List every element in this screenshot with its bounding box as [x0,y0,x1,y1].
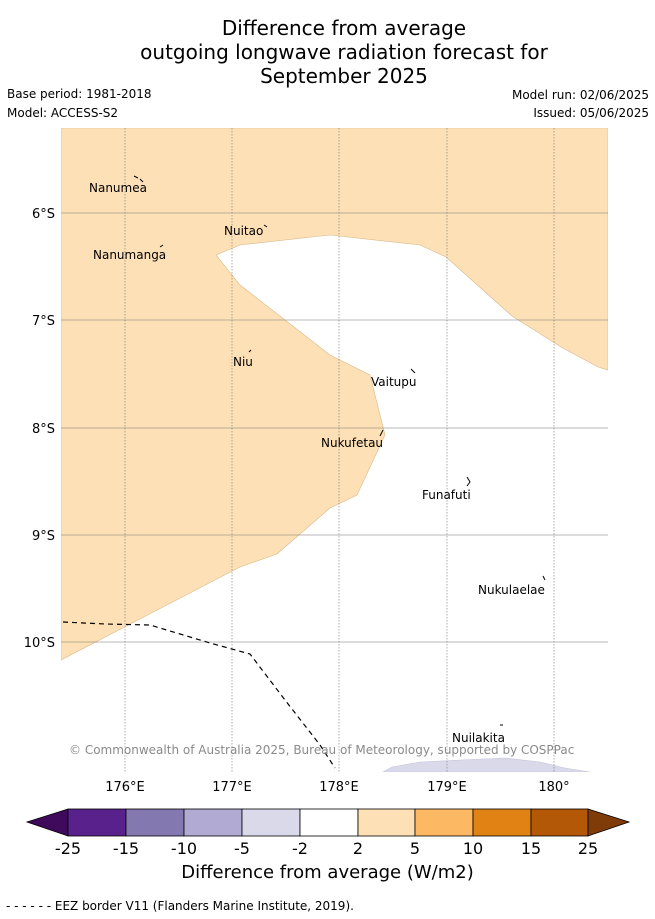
island-funafuti [466,476,471,487]
legend-tick-8: 10 [463,839,483,858]
legend-tick-4: -5 [234,839,250,858]
island-vaitupu [410,368,416,374]
colorbar-bin-5 [299,808,359,837]
colorbar-bin-2 [125,808,185,837]
colorbar-bin-6 [357,808,416,837]
colorbar-bin-4 [241,808,301,837]
legend-tick-7: 5 [410,839,420,858]
colorbar-bin-3 [183,808,243,837]
island-niu [248,349,252,353]
colorbar-min-extension [25,808,69,837]
model-name: Model: ACCESS-S2 [7,106,119,120]
positive-anomaly-region [61,128,608,661]
lon-label-178e: 178°E [319,780,359,795]
place-vaitupu: Vaitupu [371,375,417,389]
place-nanumea: Nanumea [89,181,147,195]
colorbar-bin-7 [414,808,474,837]
model-run: Model run: 02/06/2025 [511,88,649,102]
legend-tick-6: 2 [353,839,363,858]
lat-label-6s: 6°S [32,207,55,222]
colorbar [25,808,631,837]
island-nanumanga [159,244,164,248]
colorbar-bin-9 [530,808,589,837]
lon-label-176e: 176°E [105,780,145,795]
place-nuilakita: Nuilakita [452,731,505,745]
title-line-1: Difference from average [221,16,467,40]
eez-border [62,621,336,769]
place-nuitao: Nuitao [224,224,263,238]
lat-label-8s: 8°S [32,422,55,437]
lat-label-7s: 7°S [32,314,55,329]
colorbar-max-extension [587,808,631,837]
lon-label-179e: 179°E [427,780,467,795]
title-line-3: September 2025 [260,64,428,88]
place-niu: Niu [233,355,253,369]
island-nuitao [263,224,268,228]
legend-title: Difference from average (W/m2) [181,862,474,883]
place-nanumanga: Nanumanga [93,248,166,262]
legend-tick-3: -10 [171,839,197,858]
eez-border-note: - - - - - - EEZ border V11 (Flanders Mar… [6,899,354,913]
lat-label-9s: 9°S [32,529,55,544]
issued-date: Issued: 05/06/2025 [533,106,649,120]
lon-label-180: 180° [538,780,569,795]
map-title: Difference from average outgoing longwav… [0,16,655,88]
colorbar-bin-8 [472,808,532,837]
island-nukufetau [379,429,384,437]
legend-tick-1: -25 [55,839,81,858]
place-funafuti: Funafuti [422,488,471,502]
legend-tick-2: -15 [113,839,139,858]
place-nukulaelae: Nukulaelae [478,583,545,597]
lat-label-10s: 10°S [24,636,55,651]
lon-label-177e: 177°E [212,780,252,795]
legend-tick-9: 15 [521,839,541,858]
negative-anomaly-region [382,757,591,772]
legend-tick-5: -2 [292,839,308,858]
copyright-notice: © Commonwealth of Australia 2025, Bureau… [69,743,574,757]
base-period: Base period: 1981-2018 [7,87,152,101]
islands [133,175,546,726]
place-nukufetau: Nukufetau [321,436,383,450]
island-nukulaelae [542,575,546,581]
island-nanumea [133,175,144,183]
title-line-2: outgoing longwave radiation forecast for [140,40,548,64]
legend-tick-10: 25 [578,839,598,858]
colorbar-bin-1 [67,808,127,837]
graticule [61,128,608,772]
